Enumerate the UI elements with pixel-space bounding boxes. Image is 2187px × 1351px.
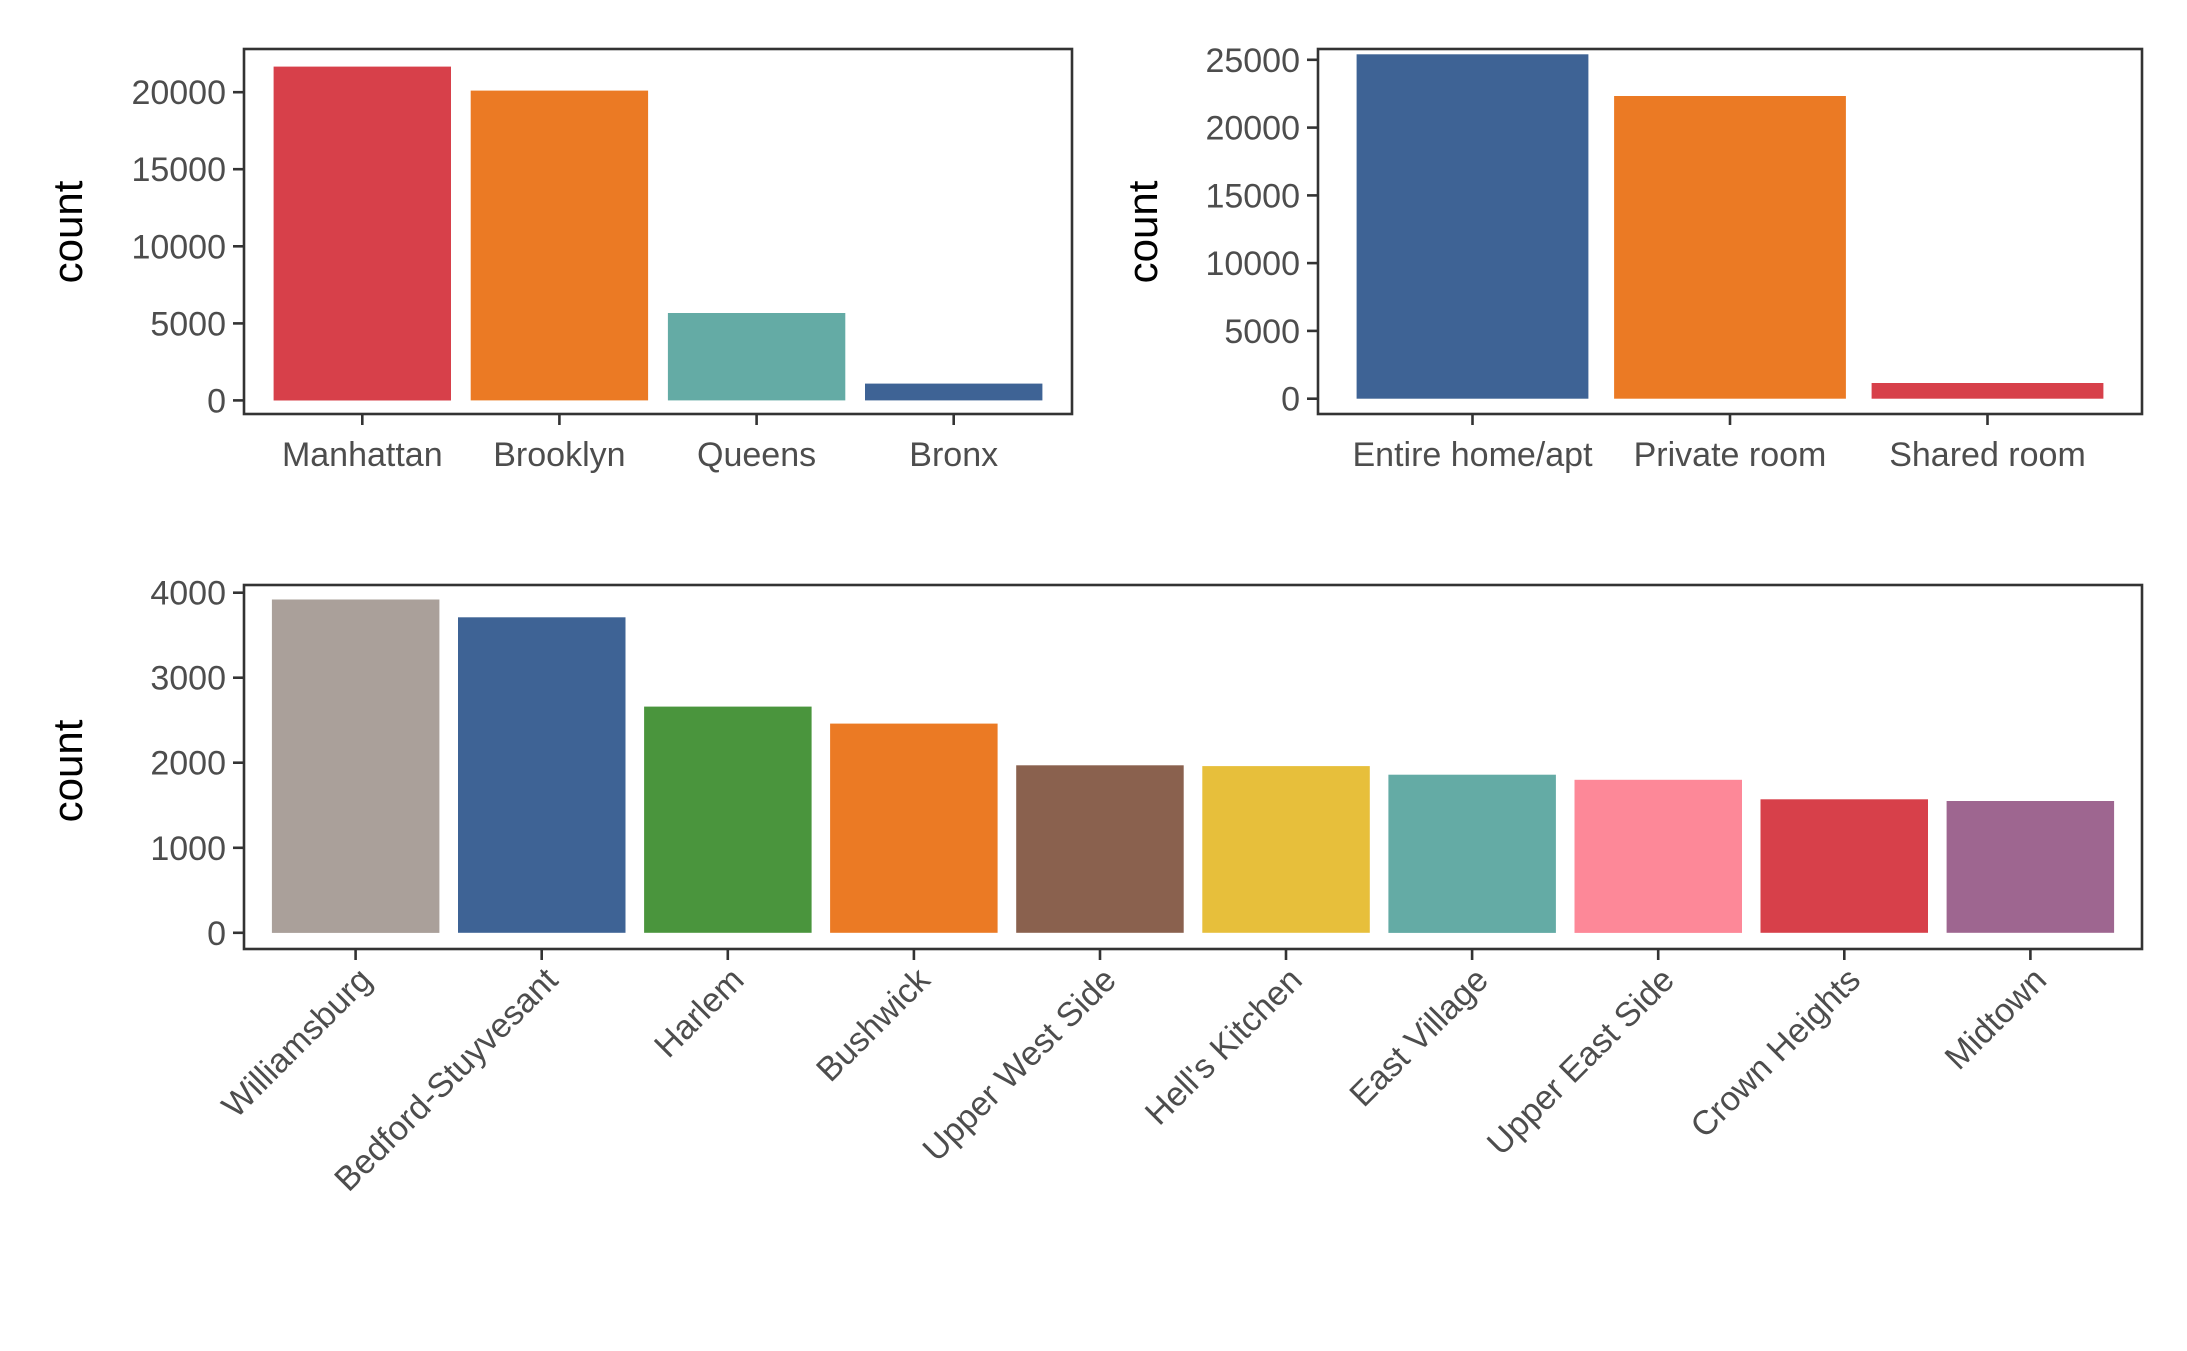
y-tick-label: 5000 bbox=[1224, 313, 1300, 351]
x-tick-label-midtown: Midtown bbox=[1938, 961, 2054, 1077]
bar-harlem bbox=[644, 706, 812, 933]
y-tick-label: 20000 bbox=[1205, 110, 1300, 148]
x-tick-label-private-room: Private room bbox=[1634, 436, 1827, 474]
bars-room-type bbox=[1356, 54, 2104, 399]
y-tick-label: 5000 bbox=[150, 305, 226, 343]
x-tick-label-manhattan: Manhattan bbox=[282, 436, 443, 474]
bars-borough bbox=[273, 66, 1043, 401]
bar-private-room bbox=[1614, 96, 1846, 399]
bar-hell-s-kitchen bbox=[1202, 766, 1370, 933]
y-tick-label: 0 bbox=[207, 915, 226, 953]
bar-manhattan bbox=[273, 66, 451, 401]
bar-queens bbox=[667, 313, 846, 401]
x-tick-label-bushwick: Bushwick bbox=[809, 960, 938, 1089]
x-tick-label-queens: Queens bbox=[697, 436, 816, 474]
y-tick-label: 10000 bbox=[1205, 245, 1300, 283]
y-tick-label: 25000 bbox=[1205, 42, 1300, 80]
x-tick-label-upper-east-side: Upper East Side bbox=[1480, 961, 1682, 1163]
chart-borough: count 0 5000 10000 15000 20000 Manhattan Broo… bbox=[44, 47, 1074, 474]
chart-neighbourhood: count 0 1000 2000 3000 4000 WilliamsburgBedf… bbox=[44, 575, 2144, 1199]
bar-bedford-stuyvesant bbox=[458, 617, 626, 933]
bar-shared-room bbox=[1871, 383, 2104, 399]
y-tick-label: 0 bbox=[207, 382, 226, 420]
x-tick-label-east-village: East Village bbox=[1342, 961, 1495, 1114]
x-tick-label-brooklyn: Brooklyn bbox=[493, 436, 625, 474]
x-tick-label-bronx: Bronx bbox=[909, 436, 998, 474]
x-tick-label-harlem: Harlem bbox=[647, 961, 751, 1065]
y-tick-label: 20000 bbox=[131, 74, 226, 112]
y-tick-label: 15000 bbox=[131, 151, 226, 189]
bar-midtown bbox=[1946, 801, 2115, 933]
x-tick-label-upper-west-side: Upper West Side bbox=[915, 961, 1123, 1169]
y-tick-label: 0 bbox=[1281, 381, 1300, 419]
y-axis-title-neighbourhood: count bbox=[44, 719, 91, 822]
bars-neighbourhood bbox=[271, 599, 2115, 933]
bar-bronx bbox=[865, 383, 1043, 401]
bar-east-village bbox=[1388, 774, 1556, 933]
bar-upper-east-side bbox=[1574, 779, 1742, 933]
y-ticks-neighbourhood: 0 1000 2000 3000 4000 bbox=[150, 575, 244, 953]
y-tick-label: 2000 bbox=[150, 745, 226, 783]
plot-border-neighbourhood bbox=[242, 583, 2144, 951]
plot-border-borough bbox=[242, 47, 1074, 416]
bar-crown-heights bbox=[1760, 799, 1928, 933]
y-tick-label: 3000 bbox=[150, 660, 226, 698]
y-ticks-room-type: 0 5000 10000 15000 20000 25000 bbox=[1205, 42, 1318, 419]
bar-brooklyn bbox=[470, 90, 649, 401]
y-tick-label: 4000 bbox=[150, 575, 226, 613]
x-ticks-room-type: Entire home/apt Private room Shared room bbox=[1352, 414, 2086, 474]
x-tick-label-hell-s-kitchen: Hell's Kitchen bbox=[1138, 961, 1310, 1133]
x-tick-label-crown-heights: Crown Heights bbox=[1683, 961, 1868, 1146]
y-tick-label: 15000 bbox=[1205, 177, 1300, 215]
x-tick-label-entire-home-apt: Entire home/apt bbox=[1352, 436, 1593, 474]
y-ticks-borough: 0 5000 10000 15000 20000 bbox=[131, 74, 244, 420]
bar-williamsburg bbox=[271, 599, 440, 933]
bar-upper-west-side bbox=[1016, 765, 1184, 933]
bar-entire-home-apt bbox=[1356, 54, 1589, 399]
y-tick-label: 1000 bbox=[150, 830, 226, 868]
y-tick-label: 10000 bbox=[131, 228, 226, 266]
bar-bushwick bbox=[830, 723, 998, 933]
chart-room-type: count 0 5000 10000 15000 20000 25000 Entire h… bbox=[1119, 42, 2144, 474]
x-tick-label-shared-room: Shared room bbox=[1889, 436, 2086, 474]
plot-border-room-type bbox=[1316, 47, 2144, 416]
y-axis-title-room-type: count bbox=[1119, 180, 1166, 283]
y-axis-title-borough: count bbox=[44, 180, 91, 283]
x-tick-label-williamsburg: Williamsburg bbox=[215, 961, 379, 1125]
x-ticks-borough: Manhattan Brooklyn Queens Bronx bbox=[282, 414, 998, 474]
